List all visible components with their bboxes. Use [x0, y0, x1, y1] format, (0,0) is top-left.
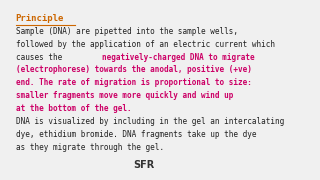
Text: DNA is visualized by including in the gel an intercalating: DNA is visualized by including in the ge…	[16, 117, 284, 126]
Text: smaller fragments move more quickly and wind up: smaller fragments move more quickly and …	[16, 91, 233, 100]
Text: negatively-charged DNA to migrate: negatively-charged DNA to migrate	[102, 53, 255, 62]
Text: (electrophorese) towards the anodal, positive (+ve): (electrophorese) towards the anodal, pos…	[16, 65, 252, 74]
Text: Principle: Principle	[16, 14, 64, 23]
Text: Sample (DNA) are pipetted into the sample wells,: Sample (DNA) are pipetted into the sampl…	[16, 27, 238, 36]
Text: at the bottom of the gel.: at the bottom of the gel.	[16, 104, 131, 113]
Text: dye, ethidium bromide. DNA fragments take up the dye: dye, ethidium bromide. DNA fragments tak…	[16, 130, 256, 139]
Text: causes the: causes the	[16, 53, 67, 62]
Text: SFR: SFR	[133, 160, 154, 170]
Text: followed by the application of an electric current which: followed by the application of an electr…	[16, 40, 275, 49]
Text: as they migrate through the gel.: as they migrate through the gel.	[16, 143, 164, 152]
Text: end. The rate of migration is proportional to size:: end. The rate of migration is proportion…	[16, 78, 252, 87]
